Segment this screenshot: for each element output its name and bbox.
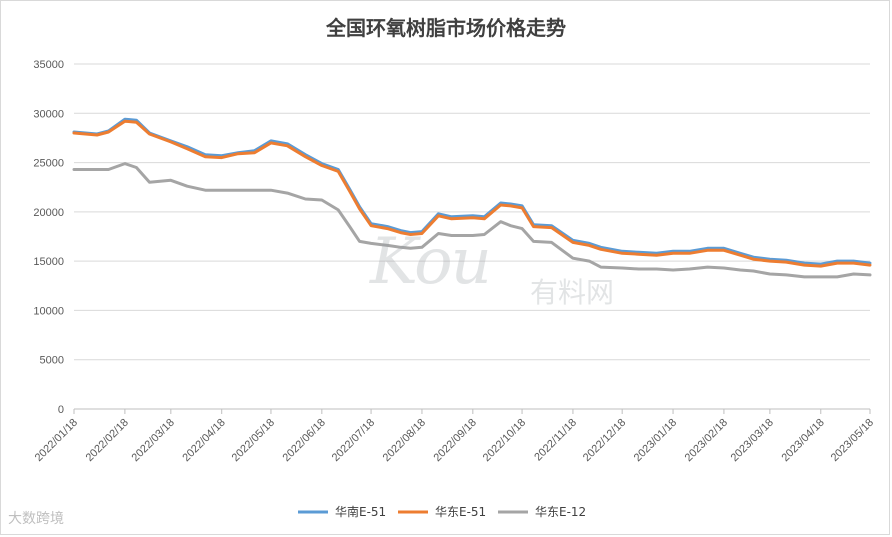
y-tick-label: 5000 — [40, 355, 64, 367]
legend-label: 华南E-51 — [335, 504, 386, 519]
series-lines — [72, 117, 872, 279]
legend-label: 华东E-51 — [435, 505, 486, 519]
x-tick-label: 2022/10/18 — [481, 417, 528, 464]
series-line-1 — [72, 119, 872, 268]
chart-title: 全国环氧树脂市场价格走势 — [326, 16, 566, 40]
x-tick-label: 2022/07/18 — [330, 417, 377, 464]
y-tick-label: 25000 — [33, 158, 64, 170]
x-tick-label: 2022/08/18 — [381, 417, 428, 464]
x-tick-label: 2023/05/18 — [829, 417, 876, 464]
y-tick-label: 15000 — [33, 256, 64, 268]
x-tick-label: 2022/05/18 — [230, 417, 277, 464]
x-tick-label: 2023/03/18 — [729, 417, 776, 464]
x-tick-label: 2022/03/18 — [130, 417, 177, 464]
y-tick-label: 35000 — [33, 59, 64, 71]
x-tick-label: 2022/12/18 — [581, 417, 628, 464]
y-tick-label: 20000 — [33, 207, 64, 219]
x-tick-label: 2023/02/18 — [683, 417, 730, 464]
x-tick-label: 2023/04/18 — [779, 417, 826, 464]
corner-watermark: 大数跨境 — [8, 511, 64, 527]
y-axis: 0 5000 10000 15000 20000 25000 30000 35000 — [33, 59, 64, 416]
x-tick-label: 2022/01/18 — [33, 417, 80, 464]
x-tick-label: 2022/09/18 — [432, 417, 479, 464]
x-tick-label: 2023/01/18 — [632, 417, 679, 464]
x-tick-label: 2022/02/18 — [84, 417, 131, 464]
series-line-0 — [72, 117, 872, 266]
gridlines — [74, 63, 870, 410]
series-line-2 — [72, 162, 872, 279]
x-tick-label: 2022/11/18 — [532, 417, 579, 464]
legend: 华南E-51 华东E-51 华东E-12 — [298, 504, 586, 519]
y-tick-label: 10000 — [33, 305, 64, 317]
x-tick-label: 2022/06/18 — [281, 417, 328, 464]
x-tick-label: 2022/04/18 — [180, 417, 227, 464]
y-tick-label: 0 — [58, 404, 64, 416]
legend-label: 华东E-12 — [535, 505, 586, 519]
y-tick-label: 30000 — [33, 108, 64, 120]
